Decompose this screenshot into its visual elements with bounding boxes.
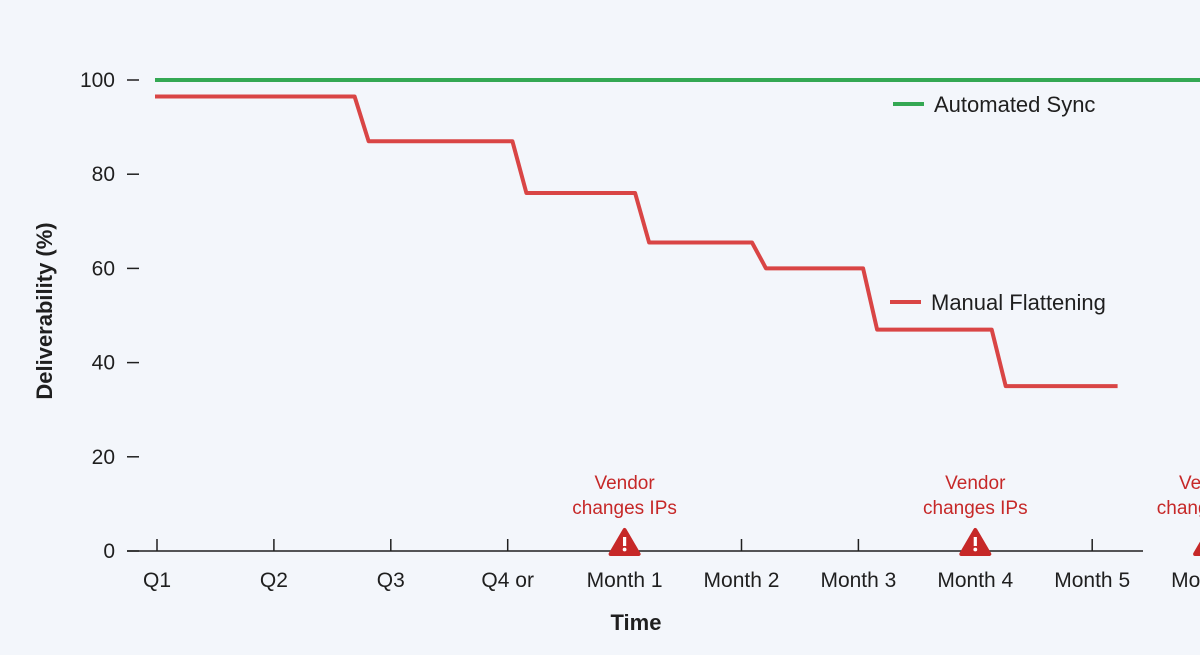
x-tick-label: Month 5 (1054, 569, 1130, 592)
warning-icon (608, 528, 641, 556)
warning-icon (1193, 541, 1200, 556)
y-tick-label: 0 (103, 540, 115, 563)
legend: Automated Sync Manual Flattening (890, 92, 1106, 315)
y-tick-label: 20 (92, 446, 115, 469)
annotation-label: changes IPs (1157, 498, 1200, 519)
series-line-manual-flattening (155, 94, 1118, 389)
x-tick-label: Q3 (377, 569, 405, 592)
axes: 0 20 40 60 80 100 Q1 Q2 Q3 Q4 or Month 1 Month 2 Mon… (80, 69, 1200, 592)
x-tick-label: Q4 or (481, 569, 534, 592)
warning-dot (973, 547, 978, 552)
warning-triangle (1193, 541, 1200, 556)
warning-icon (959, 528, 992, 556)
legend-label: Automated Sync (934, 92, 1095, 117)
x-axis-title: Time (611, 610, 662, 635)
legend-label: Manual Flattening (931, 290, 1106, 315)
y-tick-label: 100 (80, 69, 115, 92)
x-tick-label: Month 2 (704, 569, 780, 592)
annotation-label: Vendor (945, 473, 1006, 494)
x-tick-label: Q2 (260, 569, 288, 592)
y-axis-title: Deliverability (%) (32, 222, 57, 399)
y-tick-label: 80 (92, 163, 115, 186)
x-tick-label: Month 6 (1171, 569, 1200, 592)
warning-bar (973, 537, 977, 546)
x-tick-label: Month 4 (937, 569, 1013, 592)
annotations: Vendor changes IPs Vendor changes IPs Vendor… (572, 473, 1200, 556)
y-tick-label: 40 (92, 352, 115, 375)
x-tick-label: Month 3 (820, 569, 896, 592)
x-tick-label: Q1 (143, 569, 171, 592)
warning-bar (623, 537, 627, 546)
annotation-label: Vendor (594, 473, 655, 494)
annotation-label: changes IPs (572, 498, 677, 519)
annotation-label: Vendor (1179, 473, 1200, 494)
series-layer (155, 78, 1200, 389)
warning-dot (622, 547, 627, 552)
annotation-label: changes IPs (923, 498, 1028, 519)
x-tick-label: Month 1 (587, 569, 663, 592)
y-tick-label: 60 (92, 257, 115, 280)
